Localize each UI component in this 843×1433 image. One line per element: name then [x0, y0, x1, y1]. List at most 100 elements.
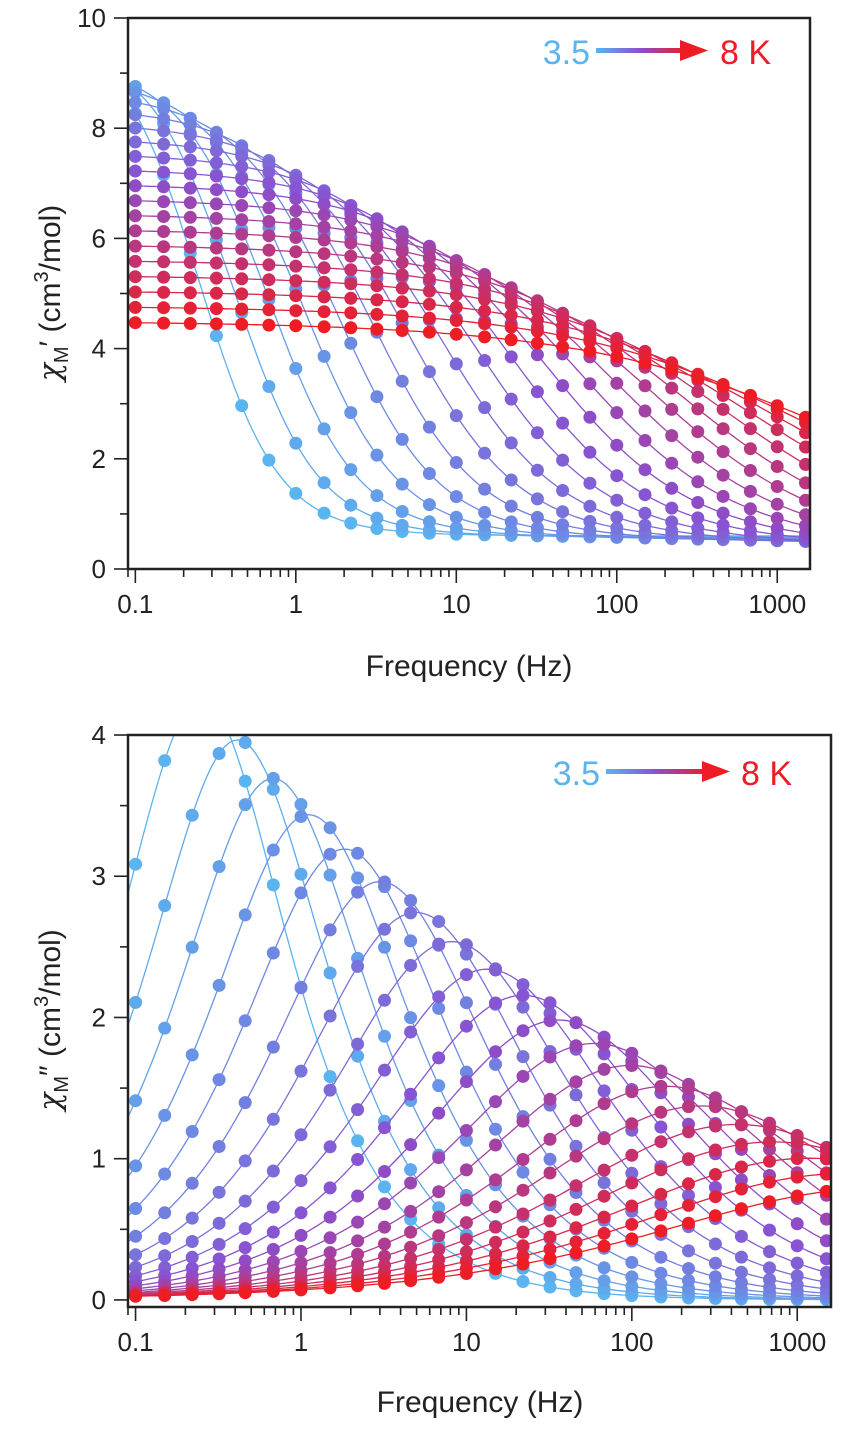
data-point [543, 1166, 557, 1180]
data-point [625, 1166, 639, 1180]
data-point [262, 318, 276, 332]
data-point [504, 333, 518, 347]
data-point [183, 286, 197, 300]
data-point [213, 707, 226, 720]
data-point [183, 196, 197, 210]
data-point [395, 324, 409, 337]
data-point [157, 225, 171, 238]
data-point [157, 102, 171, 116]
data-point [294, 981, 308, 995]
data-point [209, 211, 223, 225]
data-point [238, 1254, 252, 1268]
data-point [819, 1167, 831, 1181]
data-point [351, 1103, 365, 1117]
data-point [682, 1152, 695, 1166]
data-point [597, 1037, 611, 1051]
data-point [317, 305, 331, 319]
fit-line [128, 215, 810, 517]
data-point [770, 480, 784, 493]
data-point [185, 1211, 199, 1225]
data-point [289, 486, 303, 500]
series-2 [128, 83, 810, 544]
data-point [212, 1073, 226, 1087]
data-point [378, 1165, 391, 1178]
data-point [183, 167, 197, 181]
series-20 [128, 316, 810, 424]
data-point [266, 843, 280, 857]
data-point [691, 521, 705, 535]
y-label-sup: 3 [31, 271, 53, 282]
data-point [682, 1198, 695, 1212]
data-point [516, 1153, 530, 1166]
y-tick-label: 4 [92, 334, 106, 364]
data-point [543, 1132, 557, 1146]
data-point [763, 1175, 776, 1189]
data-point [266, 771, 280, 785]
data-point [610, 493, 624, 507]
data-point [128, 270, 142, 284]
data-point [504, 308, 518, 322]
data-point [543, 1230, 557, 1244]
data-point [266, 1225, 280, 1239]
data-point [128, 85, 142, 99]
data-point [819, 1252, 831, 1266]
data-point [743, 464, 757, 477]
data-point [404, 1025, 418, 1039]
fit-line [128, 101, 810, 537]
data-point [294, 1128, 308, 1142]
data-point [317, 247, 331, 261]
x-tick-label: 1000 [768, 1327, 826, 1357]
data-point [404, 1163, 418, 1177]
data-point [238, 1222, 252, 1236]
data-point [763, 1245, 776, 1259]
data-point [235, 399, 249, 413]
data-point [235, 272, 249, 286]
data-point [819, 1212, 831, 1226]
plot-area-top [128, 80, 810, 548]
data-point [489, 1235, 502, 1249]
data-point [378, 1197, 391, 1211]
data-point [569, 1246, 583, 1260]
data-point [422, 325, 436, 339]
data-point [665, 381, 679, 395]
data-point [432, 1079, 446, 1093]
data-point [157, 180, 171, 194]
data-point [691, 450, 705, 464]
data-point [597, 1189, 611, 1203]
data-point [478, 304, 492, 318]
data-point [351, 1279, 365, 1293]
data-point [262, 273, 276, 287]
data-point [449, 300, 463, 314]
data-point [235, 172, 249, 186]
data-point [763, 1195, 776, 1209]
data-point [799, 440, 810, 454]
legend-top: 3.5 8 K [543, 34, 772, 72]
data-point [128, 164, 142, 178]
data-point [654, 1079, 668, 1093]
data-point [610, 376, 624, 390]
data-point [209, 169, 223, 183]
y-tick-label: 8 [92, 113, 106, 143]
data-point [157, 316, 171, 330]
data-point [370, 279, 384, 293]
data-point [294, 1174, 308, 1188]
data-point [799, 519, 810, 533]
data-point [530, 336, 544, 350]
data-point [449, 288, 463, 302]
data-point [654, 1224, 668, 1238]
y-label-unit-open: (cm [34, 282, 67, 340]
data-point [459, 1232, 473, 1246]
data-point [569, 1266, 583, 1280]
data-point [262, 453, 276, 467]
data-point [583, 377, 597, 391]
data-point [654, 1197, 668, 1211]
data-point [422, 498, 436, 512]
data-point [404, 1176, 418, 1190]
fit-line [128, 1190, 831, 1298]
data-point [395, 268, 409, 282]
data-point [763, 1223, 776, 1237]
data-point [209, 156, 223, 170]
data-point [212, 1237, 226, 1251]
data-point [504, 499, 518, 513]
y-tick-label: 3 [92, 861, 106, 891]
